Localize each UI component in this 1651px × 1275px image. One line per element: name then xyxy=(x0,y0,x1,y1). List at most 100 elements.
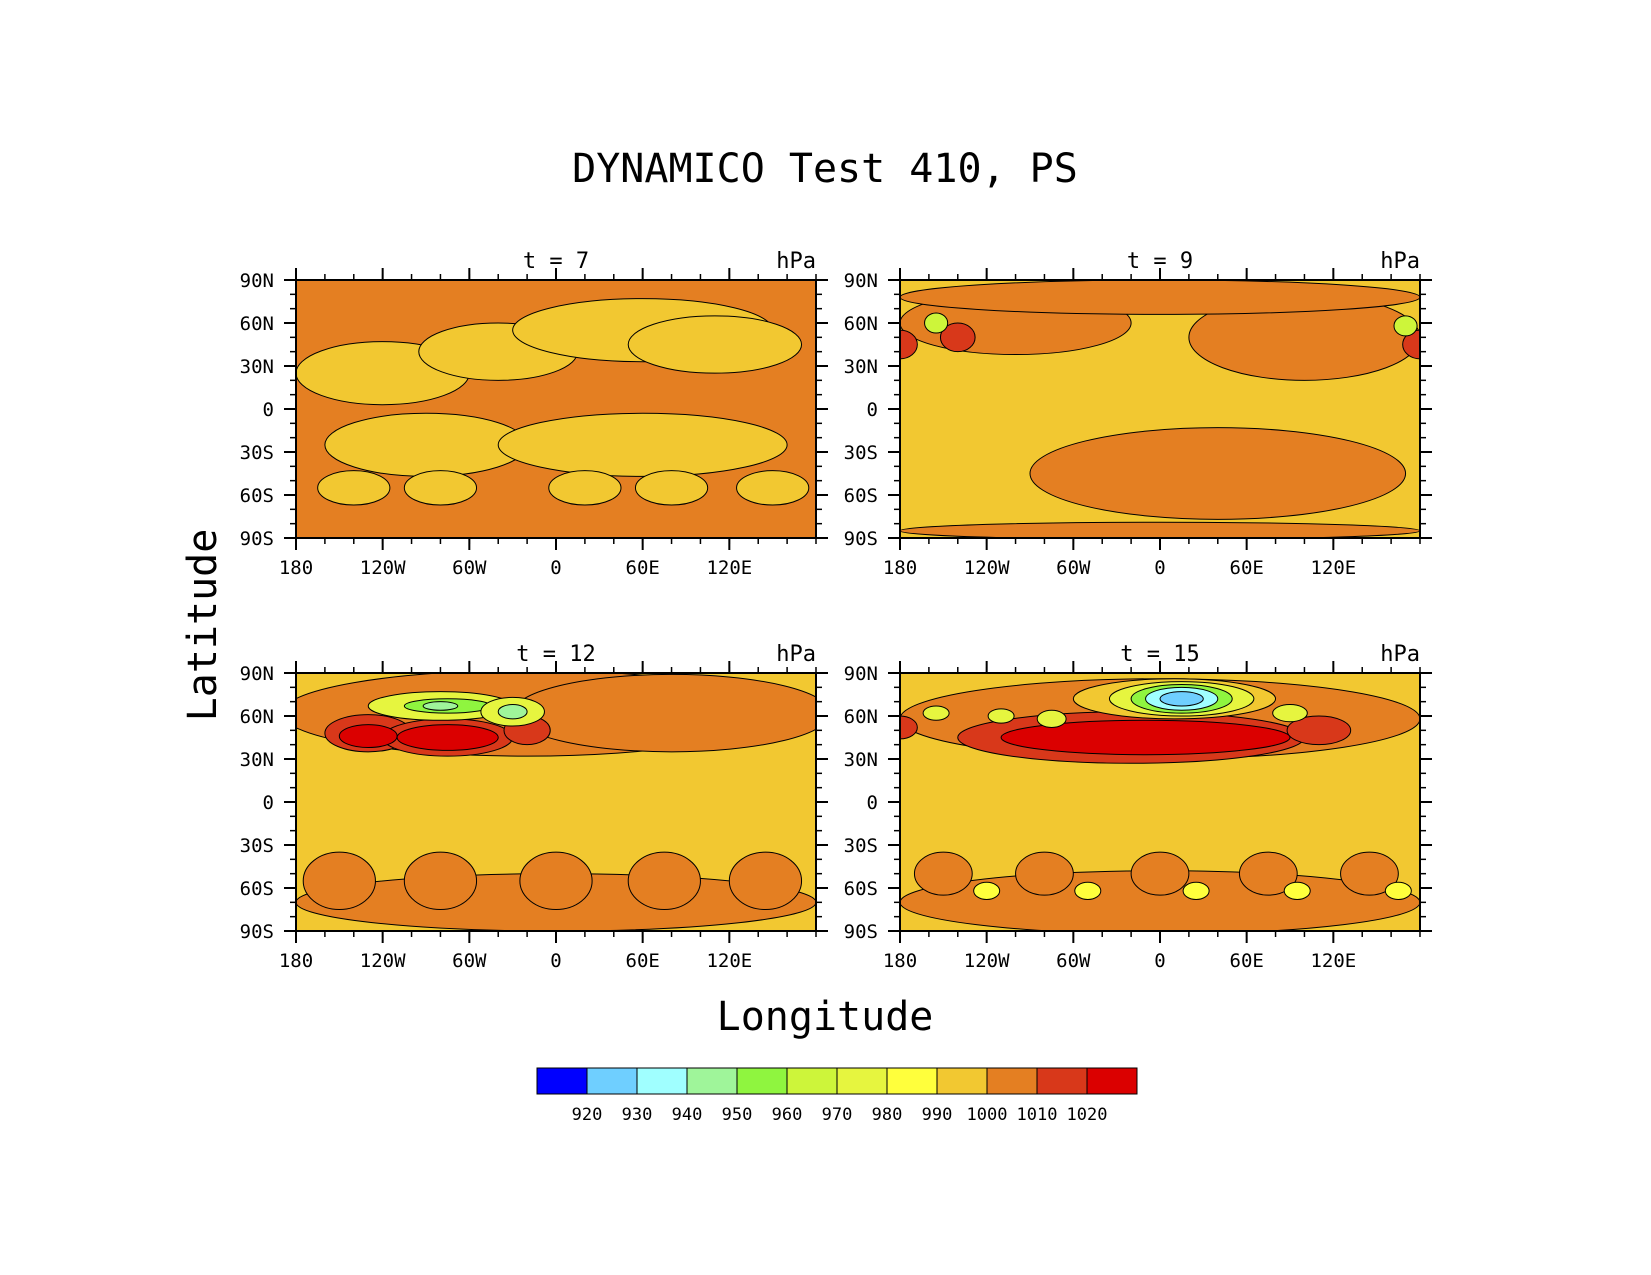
x-tick-label: 60E xyxy=(1230,950,1264,972)
y-tick-label: 60S xyxy=(240,485,274,507)
y-tick-label: 30S xyxy=(240,835,274,857)
panel-2: 180 120W 60W 0 60E 120E 90N 60N 30N 0 30S 60S 90S t =… xyxy=(844,249,1432,579)
contour-region xyxy=(422,701,459,711)
y-tick-label: 60N xyxy=(844,313,878,335)
contour-region xyxy=(1015,851,1074,896)
x-tick-label: 60W xyxy=(452,950,487,972)
colorbar: 920 930 940 950 960 970 980 990 1000 1010 1020 xyxy=(536,1067,1138,1125)
y-tick-label: 30N xyxy=(844,356,878,378)
colorbar-swatch xyxy=(586,1067,638,1095)
y-tick-label: 60N xyxy=(240,706,274,728)
contour-region xyxy=(317,470,391,506)
y-tick-label: 0 xyxy=(867,399,878,421)
chart-title: DYNAMICO Test 410, PS xyxy=(572,146,1078,192)
y-tick-label: 90S xyxy=(240,921,274,943)
y-tick-label: 90N xyxy=(844,270,878,292)
x-tick-label: 120E xyxy=(706,557,752,579)
panel-label: t = 15 xyxy=(1120,642,1199,667)
contour-region xyxy=(900,280,1420,315)
y-axis-label: Latitude xyxy=(180,529,226,722)
contour-region xyxy=(1159,691,1204,707)
y-tick-label: 30N xyxy=(240,356,274,378)
contour-region xyxy=(338,724,398,749)
x-tick-label: 180 xyxy=(883,557,917,579)
x-tick-label: 120E xyxy=(706,950,752,972)
colorbar-swatch xyxy=(1036,1067,1088,1095)
contour-region xyxy=(497,412,788,477)
x-tick-label: 0 xyxy=(1154,950,1165,972)
x-tick-label: 180 xyxy=(279,950,313,972)
contour-region xyxy=(1340,851,1399,896)
y-tick-label: 0 xyxy=(263,399,274,421)
contour-region xyxy=(1393,315,1418,337)
x-tick-label: 120W xyxy=(360,557,406,579)
colorbar-swatch xyxy=(686,1067,738,1095)
panel-units: hPa xyxy=(1380,249,1420,274)
panel-units: hPa xyxy=(776,249,816,274)
panel-label: t = 9 xyxy=(1127,249,1193,274)
y-tick-label: 60N xyxy=(844,706,878,728)
colorbar-swatch xyxy=(986,1067,1038,1095)
x-tick-label: 120E xyxy=(1310,557,1356,579)
colorbar-label: 970 xyxy=(822,1105,853,1125)
y-tick-label: 60S xyxy=(844,485,878,507)
colorbar-label: 950 xyxy=(722,1105,753,1125)
y-tick-label: 30S xyxy=(240,442,274,464)
contour-region xyxy=(1029,427,1407,520)
x-tick-label: 180 xyxy=(883,950,917,972)
x-tick-label: 60E xyxy=(626,950,660,972)
panel-field xyxy=(296,280,816,538)
panels: 180 120W 60W 0 60E 120E 90N 60N 30N 0 30S 60S 90S t =… xyxy=(240,249,1432,972)
x-tick-label: 60W xyxy=(452,557,487,579)
panel-3: 180 120W 60W 0 60E 120E 90N 60N 30N 0 30S 60S 90S t =… xyxy=(240,642,828,972)
y-tick-label: 30S xyxy=(844,835,878,857)
contour-region xyxy=(973,881,1001,900)
x-tick-label: 60W xyxy=(1056,950,1091,972)
contour-region xyxy=(1238,851,1298,896)
colorbar-label: 990 xyxy=(922,1105,953,1125)
contour-region xyxy=(1272,704,1308,723)
panel-1: 180 120W 60W 0 60E 120E 90N 60N 30N 0 30S 60S 90S t =… xyxy=(240,249,828,579)
colorbar-swatch xyxy=(936,1067,988,1095)
colorbar-label: 1020 xyxy=(1067,1105,1108,1125)
y-tick-label: 90N xyxy=(240,270,274,292)
contour-region xyxy=(728,851,803,910)
colorbar-label: 980 xyxy=(872,1105,903,1125)
y-tick-label: 0 xyxy=(867,792,878,814)
contour-region xyxy=(634,470,709,506)
contour-region xyxy=(324,412,528,477)
x-tick-label: 60W xyxy=(1056,557,1091,579)
x-tick-label: 180 xyxy=(279,557,313,579)
colorbar-swatch xyxy=(836,1067,888,1095)
contour-region xyxy=(922,705,950,721)
colorbar-label: 1010 xyxy=(1017,1105,1058,1125)
contour-region xyxy=(396,724,499,751)
contour-region xyxy=(1130,851,1190,896)
y-tick-label: 60N xyxy=(240,313,274,335)
panel-units: hPa xyxy=(1380,642,1420,667)
colorbar-label: 960 xyxy=(772,1105,803,1125)
x-tick-label: 0 xyxy=(1154,557,1165,579)
colorbar-label: 940 xyxy=(672,1105,703,1125)
y-tick-label: 60S xyxy=(844,878,878,900)
contour-region xyxy=(913,851,973,896)
contour-region xyxy=(1000,719,1291,756)
panel-units: hPa xyxy=(776,642,816,667)
x-tick-label: 120W xyxy=(964,950,1010,972)
x-tick-label: 120W xyxy=(360,950,406,972)
x-axis-label: Longitude xyxy=(717,994,934,1040)
colorbar-label: 930 xyxy=(622,1105,653,1125)
contour-region xyxy=(548,470,622,506)
y-tick-label: 90N xyxy=(844,663,878,685)
x-tick-label: 0 xyxy=(550,557,561,579)
contour-region xyxy=(512,673,816,753)
contour-region xyxy=(519,851,593,910)
panel-4: 180 120W 60W 0 60E 120E 90N 60N 30N 0 30S 60S 90S t =… xyxy=(844,642,1432,972)
contour-region xyxy=(987,708,1015,724)
colorbar-swatch xyxy=(736,1067,788,1095)
y-tick-label: 0 xyxy=(263,792,274,814)
contour-region xyxy=(627,315,803,374)
y-tick-label: 90S xyxy=(844,528,878,550)
contour-region xyxy=(924,312,949,334)
